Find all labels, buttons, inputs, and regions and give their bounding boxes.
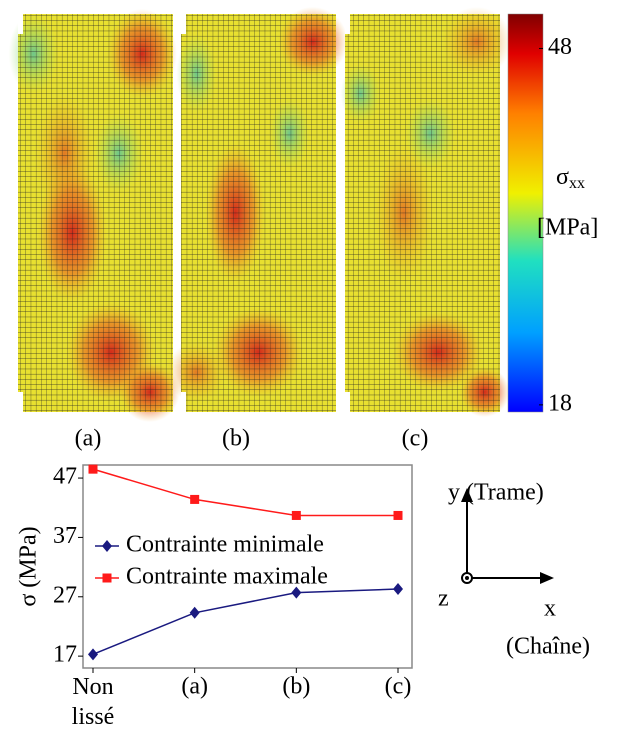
panel-label: (b) [222,426,250,452]
y-tick-label: 17 [53,642,77,668]
data-point [291,510,301,520]
data-point [393,583,403,596]
panel-notch [18,392,23,412]
x-tick-label: Non lissé [72,674,115,729]
colorbar-subscript: xx [569,175,585,192]
colorbar-unit: [MPa] [537,215,598,241]
panel-notch [345,14,350,34]
data-point [190,494,200,504]
x-axis-label: x [544,596,556,622]
heatmap-mesh [345,14,500,412]
x-tick-label: (c) [385,674,412,700]
axes-diagram: y (Trame) z x (Chaîne) [438,480,590,660]
y-axis-label: y (Trame) [448,480,544,506]
panel-label: (c) [402,426,429,452]
x-arrow-head [540,572,554,584]
data-point [88,464,98,474]
x-tick-label: (b) [282,674,310,700]
panel-notch [345,392,350,412]
legend-label: Contrainte minimale [126,532,324,558]
legend-marker [102,573,112,583]
heatmap-figure: (a) (b) (c) 18 48 σxx [MPa] [8,6,598,452]
plot-frame [82,464,413,669]
legend-label: Contrainte maximale [126,564,328,590]
panel-notch [18,14,23,34]
legend-marker [102,540,112,552]
panel-notch [181,14,186,34]
z-axis-label: z [438,586,449,612]
data-point [189,606,200,619]
data-point [393,510,403,520]
panel-label: (a) [75,426,102,452]
colorbar-label: σxx [556,164,585,192]
panel-notch [181,392,186,412]
data-point [88,648,98,661]
y-tick-label: 27 [53,582,77,608]
series-line [92,468,398,517]
colorbar-symbol: σ [556,164,569,190]
series-line [92,588,399,656]
data-point [291,586,302,599]
y-tick-label: 47 [53,464,77,490]
colorbar-tick-label: 18 [548,390,572,416]
x-axis-name: (Chaîne) [506,634,590,660]
heatmap-mesh [181,14,336,412]
y-arrow-head [461,488,473,502]
heatmap-mesh [18,14,173,412]
z-dot [465,576,469,580]
y-tick-label: 37 [53,523,77,549]
line-chart: 17 27 37 47 σ (MPa) Non lissé (a) (b) (c) Contrain… [16,464,413,729]
colorbar [507,13,544,413]
y-axis-label: σ (MPa) [16,526,42,606]
x-tick-label: (a) [181,674,208,700]
colorbar-tick-label: 48 [548,34,572,60]
